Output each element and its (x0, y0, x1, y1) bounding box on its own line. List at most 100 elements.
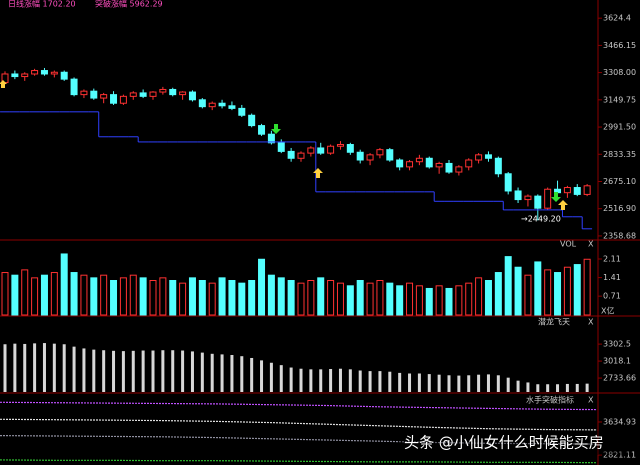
volume-bar (484, 280, 492, 316)
volume-bar (504, 256, 512, 316)
y-tick-label: 3634.93 (603, 417, 636, 426)
indicator-bar (171, 350, 175, 392)
volume-bar (60, 253, 68, 316)
indicator-bar (181, 350, 185, 392)
volume-bar (21, 269, 29, 316)
candle-body (287, 150, 295, 159)
indicator-bar (250, 357, 254, 392)
candle-body (435, 162, 443, 168)
candle-body (376, 149, 384, 156)
indicator-bar (72, 346, 76, 392)
volume-bar (475, 277, 483, 316)
candle-body (524, 195, 532, 201)
indicator-line (0, 459, 598, 464)
indicator-bar (546, 384, 550, 392)
indicator-bar (33, 343, 37, 392)
indicator-bar (309, 369, 313, 392)
candle-body (583, 185, 591, 195)
volume-bar (198, 280, 206, 316)
y-tick-label: 2675.10 (603, 177, 636, 186)
volume-bar (425, 287, 433, 316)
indicator-bar (447, 375, 451, 392)
y-tick-label: 3308.00 (603, 68, 636, 77)
annotation: →2449.20 (521, 215, 561, 224)
indicator-bar (102, 350, 106, 392)
candle-body (218, 102, 226, 107)
watermark-bg (398, 431, 630, 455)
volume-bar (228, 280, 236, 316)
candle-body (297, 152, 305, 159)
indicator-bar (477, 374, 481, 392)
volume-bar (346, 285, 354, 316)
indicator-bar (486, 374, 490, 392)
indicator-bar (575, 383, 579, 392)
candle-body (31, 70, 39, 75)
candle-body (50, 71, 58, 75)
indicator-bar (585, 383, 589, 392)
y-tick-label: 2358.68 (603, 231, 636, 240)
marks: 3624.4 3466.15 3308.00 3149.75 2991.50 2833.3… (0, 14, 636, 464)
volume-bar (110, 280, 118, 316)
volume-bar (327, 280, 335, 316)
indicator-bar (269, 362, 273, 392)
indicator-bar (299, 368, 303, 392)
y-tick-label: 3466.15 (603, 41, 636, 50)
candle-body (307, 147, 315, 154)
legend-text: 日线涨幅 1702.20 (8, 0, 76, 9)
indicator-bar (52, 343, 56, 392)
volume-bar (524, 274, 532, 316)
volume-bar (465, 282, 473, 316)
volume-bar (573, 264, 581, 316)
candle-body (573, 187, 581, 195)
volume-bar (248, 280, 256, 316)
candle-body (455, 166, 463, 173)
watermark: 头条 @小仙女什么时候能买房 (404, 434, 604, 452)
volume-bar (258, 258, 266, 316)
volume-bar (317, 277, 325, 316)
candle-body (504, 173, 512, 192)
candle-body (198, 99, 206, 108)
candle-body (366, 154, 374, 161)
candle-body (70, 78, 78, 96)
candle-body (336, 144, 344, 147)
candle-body (396, 159, 404, 168)
y-tick-label: 0.71 (603, 292, 621, 301)
volume-bar (80, 274, 88, 316)
indicator-bar (260, 360, 264, 392)
candle-body (119, 95, 127, 104)
volume-bar (406, 282, 414, 316)
indicator-bar (161, 350, 165, 392)
volume-bar (31, 277, 39, 316)
volume-bar (40, 274, 48, 316)
indicator-bar (329, 369, 333, 392)
volume-bar (149, 280, 157, 316)
indicator-bar (398, 372, 402, 392)
candle-body (267, 133, 275, 144)
volume-bar (139, 277, 147, 316)
indicator-bar (358, 370, 362, 392)
candle-body (139, 92, 147, 97)
indicator-bar (200, 352, 204, 392)
volume-bar (90, 277, 98, 316)
candle-body (277, 142, 285, 152)
volume-bar (455, 285, 463, 316)
volume-bar (544, 269, 552, 316)
candle-body (544, 188, 552, 209)
volume-bar (287, 280, 295, 316)
volume-bar (583, 258, 591, 316)
candle-body (346, 144, 354, 153)
volume-bar (277, 277, 285, 316)
candle-body (169, 88, 177, 96)
unit-label: X亿 (601, 306, 614, 316)
volume-bar (70, 272, 78, 316)
candle-body (228, 105, 236, 109)
y-tick-label: 3018.1 (603, 357, 631, 366)
candle-body (494, 157, 502, 175)
indicator-bar (62, 344, 66, 392)
volume-bar (376, 280, 384, 316)
sell-signal (551, 192, 561, 202)
indicator-bar (121, 351, 125, 392)
volume-bar (188, 277, 196, 316)
volume-bar (356, 280, 364, 316)
y-tick-label: 2733.66 (603, 374, 636, 383)
